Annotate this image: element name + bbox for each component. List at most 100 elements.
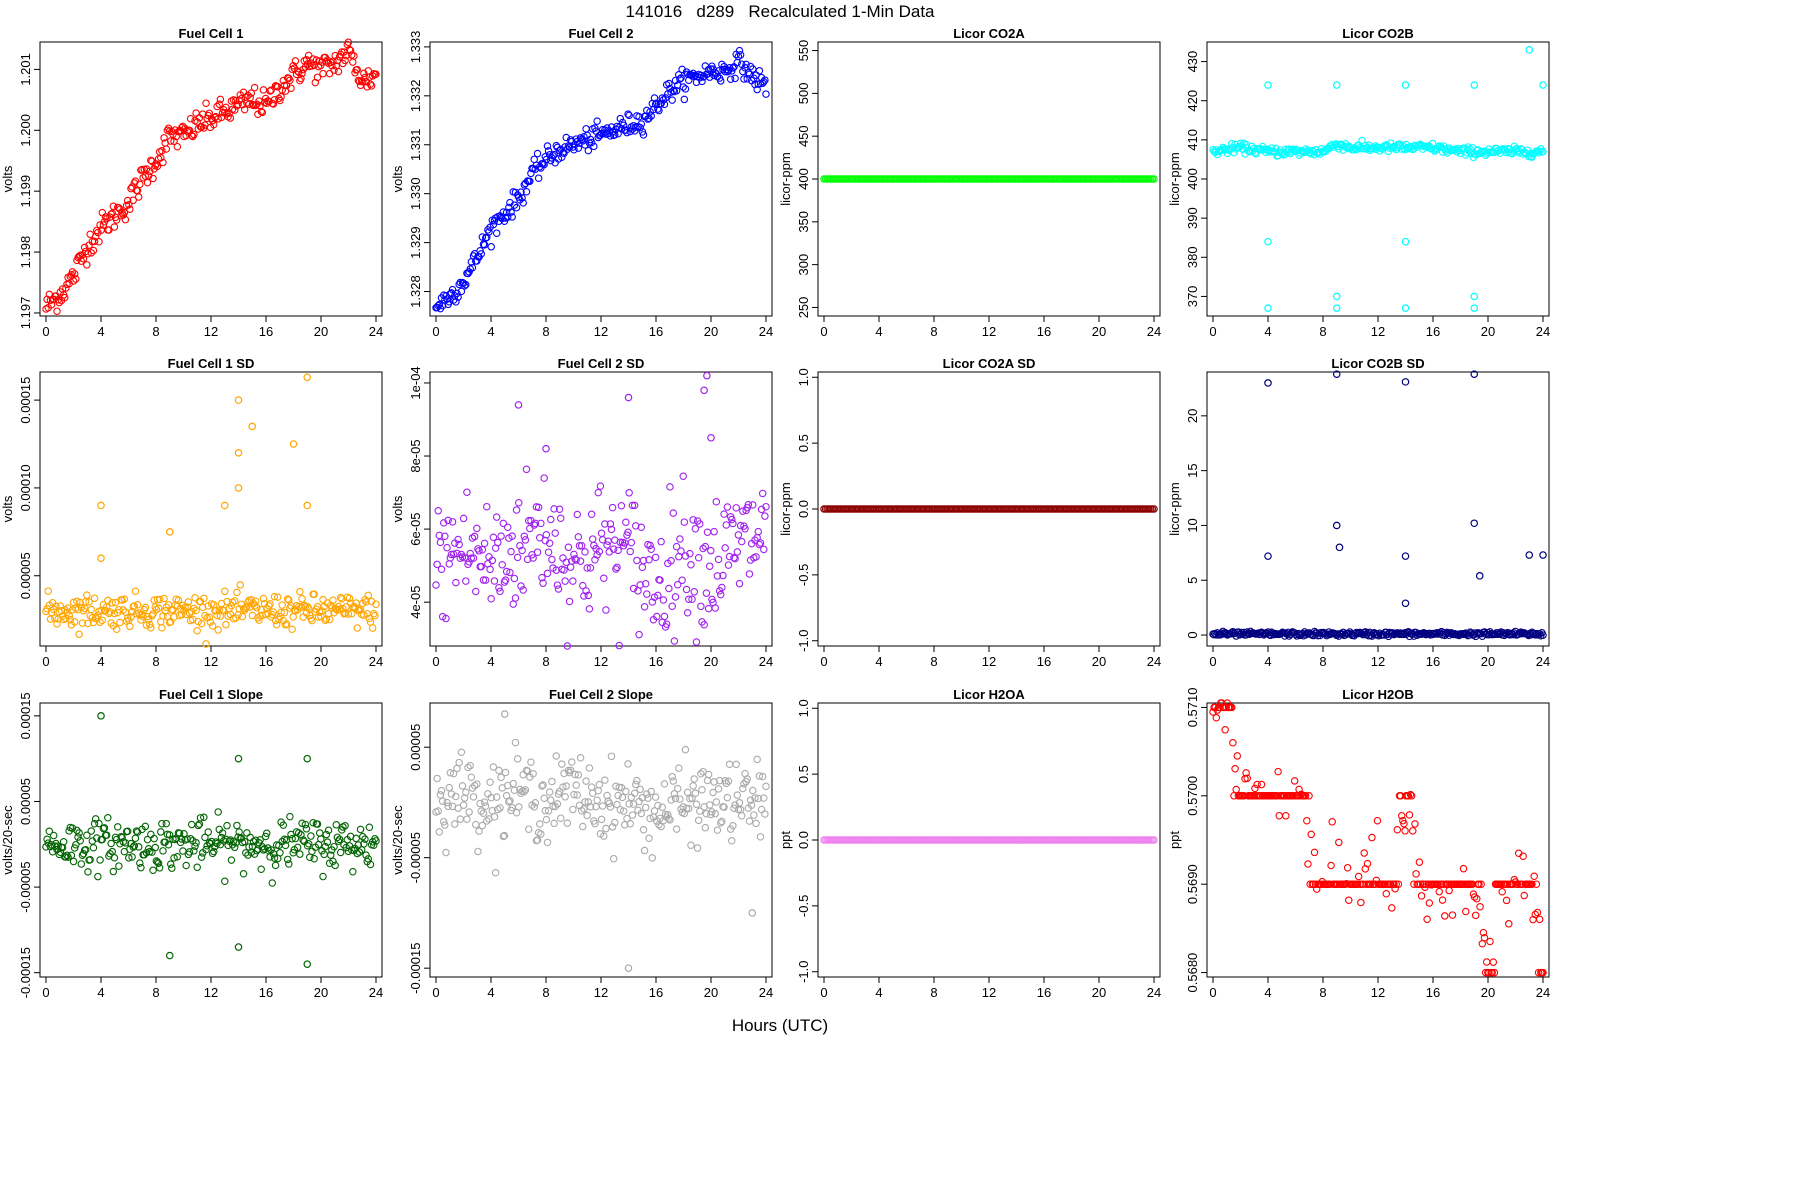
data-point	[334, 67, 343, 76]
data-point	[1477, 880, 1485, 888]
data-point	[298, 595, 306, 603]
data-point	[492, 229, 501, 237]
data-point	[243, 829, 251, 837]
data-point	[368, 624, 377, 632]
data-point	[477, 562, 486, 571]
outlier-point	[303, 754, 312, 763]
panel-title: Fuel Cell 2 SD	[558, 356, 645, 371]
data-point	[691, 524, 700, 533]
x-tick-label: 16	[1037, 654, 1051, 669]
data-point	[1282, 812, 1290, 820]
data-point	[112, 625, 121, 634]
x-tick-label: 16	[1037, 985, 1051, 1000]
data-point	[747, 801, 756, 809]
data-point	[192, 606, 200, 615]
data-point	[470, 781, 479, 790]
data-point	[677, 547, 685, 555]
data-point	[93, 834, 101, 842]
data-point	[622, 787, 630, 796]
data-point	[213, 839, 221, 848]
y-tick-label: 0.5710	[1185, 688, 1200, 728]
data-point	[495, 584, 503, 592]
data-point	[64, 604, 72, 612]
data-point	[676, 535, 684, 543]
data-point	[319, 69, 327, 78]
data-point	[308, 847, 316, 856]
data-point	[535, 820, 544, 828]
data-point	[600, 574, 608, 583]
data-point	[736, 51, 745, 59]
data-point	[471, 587, 480, 596]
data-point	[579, 137, 587, 145]
data-point	[468, 534, 477, 542]
data-point	[1461, 907, 1470, 916]
data-point	[534, 174, 543, 182]
y-tick-label: 450	[796, 125, 811, 147]
data-point	[716, 77, 725, 85]
data-point	[324, 826, 333, 835]
data-point	[437, 786, 446, 795]
data-point	[509, 779, 518, 788]
outlier-point	[700, 386, 708, 395]
data-point	[154, 604, 163, 612]
data-point	[230, 106, 239, 114]
data-point	[281, 841, 290, 850]
data-point	[755, 540, 764, 549]
data-point	[476, 246, 484, 255]
x-tick-label: 16	[649, 324, 663, 339]
data-point	[705, 801, 714, 809]
data-point	[328, 61, 336, 70]
data-point	[1489, 958, 1498, 966]
data-point	[1397, 812, 1406, 820]
data-point	[87, 605, 96, 614]
x-tick-label: 4	[97, 324, 104, 339]
data-point	[497, 532, 505, 540]
data-point	[666, 483, 674, 491]
panel-title: Fuel Cell 1 SD	[168, 356, 255, 371]
data-point	[70, 270, 79, 278]
data-point	[723, 793, 732, 802]
data-point	[345, 594, 354, 603]
data-point	[762, 782, 770, 791]
data-point	[1479, 928, 1488, 937]
outlier-point	[1401, 304, 1410, 312]
data-point	[462, 577, 470, 585]
data-point	[457, 748, 466, 756]
data-point	[1360, 849, 1368, 857]
data-point	[607, 123, 616, 131]
data-point	[720, 510, 728, 518]
outlier-point	[1332, 370, 1341, 378]
data-point	[584, 798, 593, 806]
data-point	[65, 612, 73, 620]
data-point	[628, 811, 637, 819]
data-point	[121, 839, 130, 847]
data-point	[658, 803, 667, 811]
data-point	[711, 604, 719, 612]
y-tick-label: -0.00015	[408, 942, 423, 993]
data-point	[178, 123, 186, 132]
data-point	[496, 587, 504, 596]
data-point	[622, 518, 630, 526]
data-point	[754, 527, 763, 536]
data-point	[540, 794, 548, 803]
y-tick-label: -0.5	[796, 564, 811, 586]
outlier-point	[303, 960, 312, 968]
data-point	[495, 766, 503, 775]
data-point	[436, 538, 445, 547]
data-point	[722, 521, 731, 529]
data-point	[76, 598, 84, 607]
data-point	[280, 608, 289, 617]
data-point	[221, 587, 229, 596]
data-point	[1448, 911, 1457, 919]
data-point	[641, 803, 650, 812]
data-point	[735, 799, 744, 807]
data-point	[762, 502, 770, 511]
data-point	[449, 550, 458, 559]
data-point	[110, 223, 119, 231]
data-point	[105, 226, 113, 234]
data-point	[105, 609, 113, 618]
data-point	[564, 543, 573, 552]
data-point	[681, 85, 690, 93]
data-point	[321, 842, 329, 851]
x-tick-label: 20	[314, 324, 328, 339]
